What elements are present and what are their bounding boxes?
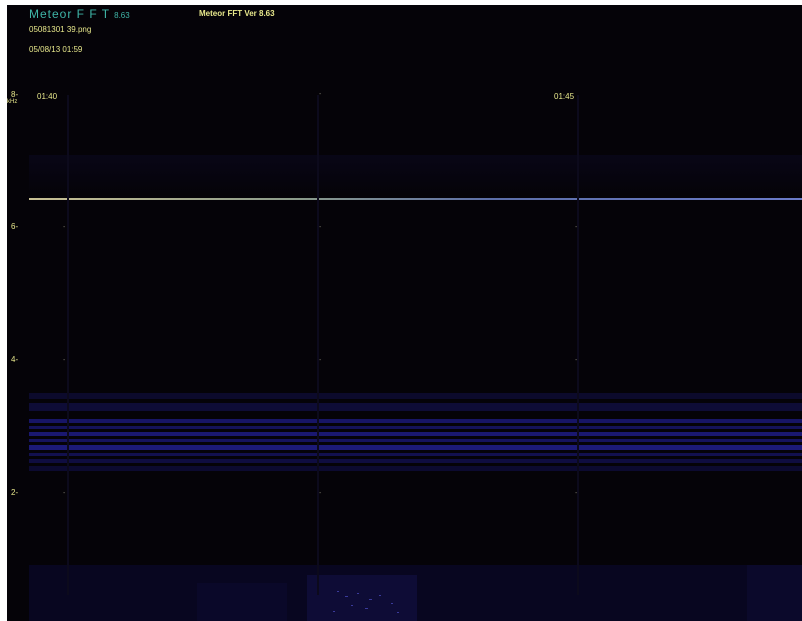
- y-label-2: 2-: [11, 488, 19, 497]
- noise-band: [29, 445, 802, 450]
- tick-mark: -: [319, 357, 322, 364]
- y-label-top: 8-: [11, 90, 19, 99]
- tick-mark: -: [319, 490, 322, 497]
- noise-band: [29, 419, 802, 423]
- tick-mark: -: [575, 224, 578, 231]
- sub-title: Meteor FFT Ver 8.63: [199, 9, 275, 18]
- signal-line: [29, 198, 802, 200]
- spectrogram-plot: [29, 95, 802, 621]
- fft-spectrogram-window: Meteor F F T 8.63 Meteor FFT Ver 8.63 050…: [7, 5, 802, 621]
- app-version: 8.63: [114, 11, 130, 20]
- tick-mark: -: [575, 357, 578, 364]
- tick-mark: -: [63, 224, 66, 231]
- app-title: Meteor F F T 8.63: [29, 8, 130, 20]
- noise-band: [29, 439, 802, 442]
- timestamp: 05/08/13 01:59: [29, 45, 83, 54]
- tick-mark: -: [319, 224, 322, 231]
- x-label-0145: 01:45: [554, 92, 575, 101]
- noise-band: [29, 393, 802, 399]
- noise-band: [29, 432, 802, 436]
- x-label-0140: 01:40: [37, 92, 58, 101]
- y-label-4: 4-: [11, 355, 19, 364]
- y-unit-label: kHz: [7, 99, 18, 105]
- low-freq-patch: [747, 565, 802, 621]
- noise-band-group: [29, 393, 802, 471]
- app-title-text: Meteor F F T: [29, 7, 111, 21]
- noise-band: [29, 459, 802, 463]
- time-grid: [67, 95, 579, 595]
- y-label-6: 6-: [11, 222, 19, 231]
- noise-band: [29, 426, 802, 429]
- tick-mark: -: [319, 91, 322, 98]
- noise-band: [29, 403, 802, 411]
- tick-mark: -: [63, 490, 66, 497]
- noise-band: [29, 453, 802, 456]
- tick-mark: -: [63, 357, 66, 364]
- low-freq-patch: [307, 575, 417, 621]
- noise-band: [29, 466, 802, 471]
- low-freq-patch: [197, 583, 287, 621]
- noise-haze: [29, 155, 802, 195]
- tick-mark: -: [575, 490, 578, 497]
- file-name: 05081301 39.png: [29, 25, 92, 34]
- meteor-echo-dots: [333, 591, 399, 613]
